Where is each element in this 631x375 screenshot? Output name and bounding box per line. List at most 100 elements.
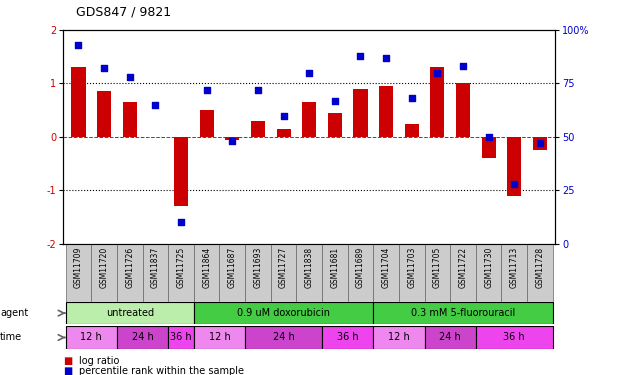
Text: 36 h: 36 h [170, 333, 192, 342]
Text: 12 h: 12 h [209, 333, 230, 342]
Bar [117, 244, 143, 302]
Bar [527, 244, 553, 302]
Bar [430, 68, 444, 137]
Point [278, 112, 288, 118]
Text: GSM11681: GSM11681 [330, 247, 339, 288]
Text: time: time [0, 333, 22, 342]
Text: GSM11728: GSM11728 [535, 247, 545, 288]
Bar [425, 326, 476, 349]
Bar [353, 89, 367, 137]
Bar [456, 84, 470, 137]
Point [458, 63, 468, 69]
Bar [66, 326, 117, 349]
Point [483, 134, 493, 140]
Bar [507, 137, 521, 196]
Point [73, 42, 83, 48]
Bar [374, 302, 553, 324]
Bar [91, 244, 117, 302]
Text: 0.3 mM 5-fluorouracil: 0.3 mM 5-fluorouracil [411, 308, 515, 318]
Text: GSM11705: GSM11705 [433, 247, 442, 288]
Point [381, 55, 391, 61]
Point [227, 138, 237, 144]
Text: 0.9 uM doxorubicin: 0.9 uM doxorubicin [237, 308, 330, 318]
Bar [225, 137, 239, 140]
Bar [66, 302, 194, 324]
Bar [322, 326, 374, 349]
Text: 12 h: 12 h [388, 333, 410, 342]
Point [330, 98, 340, 104]
Bar [533, 137, 547, 150]
Text: 36 h: 36 h [337, 333, 358, 342]
Text: 24 h: 24 h [132, 333, 153, 342]
Text: GSM11864: GSM11864 [202, 247, 211, 288]
Text: GSM11687: GSM11687 [228, 247, 237, 288]
Bar [174, 137, 188, 206]
Point [509, 181, 519, 187]
Text: GSM11725: GSM11725 [177, 247, 186, 288]
Text: GSM11704: GSM11704 [382, 247, 391, 288]
Bar [245, 326, 322, 349]
Text: GSM11730: GSM11730 [484, 247, 493, 288]
Text: GSM11709: GSM11709 [74, 247, 83, 288]
Bar [194, 326, 245, 349]
Text: GSM11727: GSM11727 [279, 247, 288, 288]
Bar [502, 244, 527, 302]
Point [406, 95, 416, 101]
Bar [327, 113, 342, 137]
Bar [271, 244, 297, 302]
Text: GDS847 / 9821: GDS847 / 9821 [76, 6, 171, 19]
Bar [348, 244, 374, 302]
Bar [322, 244, 348, 302]
Bar [297, 244, 322, 302]
Bar [476, 244, 502, 302]
Bar [199, 110, 214, 137]
Bar [220, 244, 245, 302]
Text: log ratio: log ratio [79, 356, 119, 366]
Bar [194, 244, 220, 302]
Bar [399, 244, 425, 302]
Point [535, 140, 545, 146]
Bar [71, 68, 86, 137]
Bar [425, 244, 450, 302]
Text: agent: agent [0, 308, 28, 318]
Text: 36 h: 36 h [504, 333, 525, 342]
Point [432, 70, 442, 76]
Point [150, 102, 160, 108]
Text: 12 h: 12 h [80, 333, 102, 342]
Point [355, 53, 365, 58]
Text: GSM11838: GSM11838 [305, 247, 314, 288]
Text: percentile rank within the sample: percentile rank within the sample [79, 366, 244, 375]
Bar [194, 302, 374, 324]
Text: GSM11703: GSM11703 [407, 247, 416, 288]
Text: GSM11720: GSM11720 [100, 247, 109, 288]
Bar [245, 244, 271, 302]
Bar [168, 244, 194, 302]
Bar [117, 326, 168, 349]
Bar [66, 244, 91, 302]
Text: GSM11726: GSM11726 [125, 247, 134, 288]
Text: 24 h: 24 h [439, 333, 461, 342]
Bar [276, 129, 291, 137]
Point [99, 66, 109, 72]
Point [201, 87, 211, 93]
Bar [302, 102, 316, 137]
Bar [97, 92, 111, 137]
Bar [374, 326, 425, 349]
Bar [143, 244, 168, 302]
Text: GSM11689: GSM11689 [356, 247, 365, 288]
Bar [481, 137, 496, 158]
Text: GSM11722: GSM11722 [459, 247, 468, 288]
Bar [404, 123, 419, 137]
Text: GSM11713: GSM11713 [510, 247, 519, 288]
Text: untreated: untreated [105, 308, 154, 318]
Text: 24 h: 24 h [273, 333, 295, 342]
Bar [122, 102, 137, 137]
Bar [450, 244, 476, 302]
Point [125, 74, 135, 80]
Bar [251, 121, 265, 137]
Bar [476, 326, 553, 349]
Bar [168, 326, 194, 349]
Text: ■: ■ [63, 366, 73, 375]
Text: ■: ■ [63, 356, 73, 366]
Point [176, 219, 186, 225]
